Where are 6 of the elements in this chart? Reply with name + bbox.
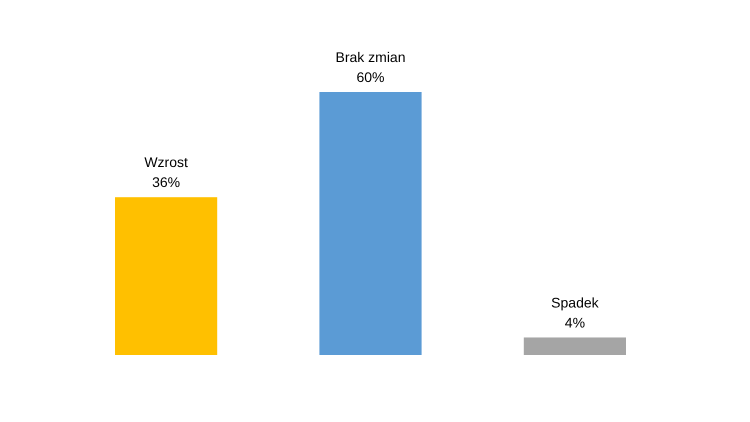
x-tick-label: Wzrost	[144, 154, 188, 170]
data-label: 60%	[356, 69, 385, 85]
data-label: 4%	[564, 314, 586, 330]
x-tick-label: Brak zmian	[335, 49, 406, 65]
data-label: 36%	[152, 174, 180, 190]
x-tick-label: Spadek	[551, 294, 600, 310]
